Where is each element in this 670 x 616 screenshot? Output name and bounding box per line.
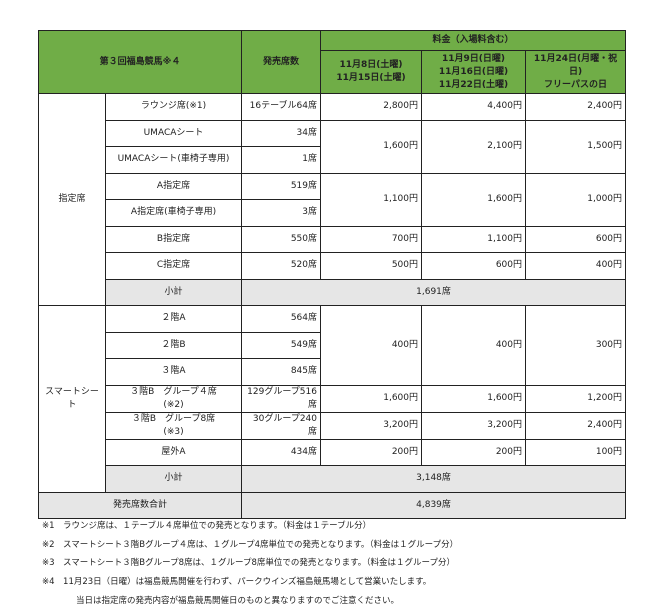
price: 700円: [320, 225, 422, 253]
price: 100円: [524, 438, 627, 466]
price: 400円: [421, 305, 526, 386]
seat-count: 129グループ516席: [241, 384, 321, 413]
total-row: 発売席数合計 4,839席: [38, 491, 627, 519]
price: 400円: [320, 305, 422, 386]
subtotal-value: 3,148席: [240, 465, 627, 493]
price: 1,600円: [320, 384, 422, 413]
price: 1,100円: [320, 172, 422, 227]
price: 4,400円: [421, 93, 526, 121]
seat-count: 3席: [241, 199, 321, 227]
footnotes: ※1 ラウンジ席は、１テーブル４席単位での発売となります。（料金は１テーブル分）…: [42, 517, 458, 611]
seat-count: 16テーブル64席: [241, 93, 321, 121]
price: 2,400円: [524, 411, 627, 440]
footnote: ※4 11月23日（日曜）は福島競馬開催を行わず、パークウインズ福島競馬場として…: [42, 577, 432, 588]
table-row: 屋外A 434席 200円 200円 100円: [39, 438, 627, 466]
price: 1,500円: [524, 119, 627, 174]
price: 1,600円: [421, 172, 526, 227]
footnote: ※1 ラウンジ席は、１テーブル４席単位での発売となります。（料金は１テーブル分）: [42, 521, 372, 531]
group-smart: スマートシート: [38, 305, 106, 493]
price: 600円: [524, 225, 627, 253]
seat-count: 520席: [241, 252, 321, 280]
subtotal-label: 小計: [105, 465, 242, 493]
seat-name: ２階A: [105, 305, 242, 333]
subtotal-row: 小計 3,148席: [39, 465, 627, 493]
seat-count: 34席: [241, 119, 321, 147]
price: 300円: [524, 305, 627, 386]
table-row: ３階B グループ8席 (※3) 30グループ240席 3,200円 3,200円 2,4…: [39, 411, 627, 440]
price: 600円: [421, 252, 526, 280]
price: 500円: [320, 252, 422, 280]
seat-count: 519席: [241, 172, 321, 200]
seat-name: A指定席(車椅子専用): [105, 199, 242, 227]
price: 1,000円: [524, 172, 627, 227]
seat-price-table: 第３回福島競馬※４ 発売席数 料金（入場料含む） 11月8日(土曜) 11月15日…: [38, 30, 627, 519]
table-row: UMACAシート 34席 1,600円 2,100円 1,500円: [39, 119, 627, 174]
header-title: 第３回福島競馬※４: [38, 30, 242, 94]
subtotal-value: 1,691席: [240, 278, 627, 306]
seat-name: ３階B グループ４席 (※2): [105, 384, 242, 413]
seat-name: ３階B グループ8席 (※3): [105, 411, 242, 440]
table-row: 指定席 ラウンジ席(※1) 16テーブル64席 2,800円 4,400円 2,400…: [38, 93, 627, 306]
table-row: B指定席 550席 700円 1,100円 600円: [39, 225, 627, 253]
seat-count: 845席: [241, 358, 321, 386]
footnote: 当日は指定席の発売内容が福島競馬開催日のものと異なりますのでご注意ください。: [76, 595, 400, 606]
seat-name: 屋外A: [105, 438, 242, 466]
header-date-2: 11月9日(日曜) 11月16日(日曜) 11月22日(土曜): [421, 50, 526, 94]
footnote: ※3 スマートシート３階Bグループ8席は、１グループ8席単位での発売となります。…: [42, 558, 456, 569]
seat-name: A指定席: [105, 172, 242, 200]
header-date-3: 11月24日(月曜・祝日) フリーパスの日: [524, 50, 627, 94]
subtotal-row: 小計 1,691席: [39, 278, 627, 306]
price: 400円: [524, 252, 627, 280]
header-row: 第３回福島競馬※４ 発売席数 料金（入場料含む）: [38, 30, 627, 94]
total-label: 発売席数合計: [38, 491, 242, 519]
seat-count: 550席: [241, 225, 321, 253]
seat-count: 549席: [241, 331, 321, 359]
price: 2,100円: [421, 119, 526, 174]
header-seats: 発売席数: [241, 30, 321, 94]
price: 200円: [320, 438, 422, 466]
seat-count: 1席: [241, 146, 321, 174]
total-value: 4,839席: [240, 491, 627, 519]
seat-name: ラウンジ席(※1): [105, 93, 242, 121]
seat-count: 434席: [241, 438, 321, 466]
seat-name: UMACAシート: [105, 119, 242, 147]
seat-name: C指定席: [105, 252, 242, 280]
footnote: ※2 スマートシート３階Bグループ４席は、１グループ4席単位での発売となります。…: [42, 539, 459, 550]
table-row: A指定席 519席 1,100円 1,600円 1,000円: [39, 172, 627, 227]
subtotal-label: 小計: [105, 278, 242, 306]
price: 1,600円: [421, 384, 526, 413]
seat-count: 564席: [241, 305, 321, 333]
header-price: 料金（入場料含む）: [319, 30, 627, 51]
table-row: ３階B グループ４席 (※2) 129グループ516席 1,600円 1,600円 1,…: [39, 384, 627, 413]
price: 1,200円: [524, 384, 627, 413]
header-date-1: 11月8日(土曜) 11月15日(土曜): [320, 50, 422, 94]
price: 2,400円: [524, 93, 627, 121]
seat-name: ２階B: [105, 331, 242, 359]
price: 200円: [421, 438, 526, 466]
seat-name: UMACAシート(車椅子専用): [105, 146, 242, 174]
price: 1,600円: [320, 119, 422, 174]
table-row: UMACAシート(車椅子専用) 1席: [39, 146, 626, 174]
table-row: ２階B 549席: [39, 331, 626, 359]
price: 2,800円: [320, 93, 422, 121]
seat-count: 30グループ240席: [241, 411, 321, 440]
price: 3,200円: [320, 411, 422, 440]
price: 3,200円: [421, 411, 526, 440]
table-row: A指定席(車椅子専用) 3席: [39, 199, 626, 227]
table-row: C指定席 520席 500円 600円 400円: [39, 252, 627, 280]
group-reserved: 指定席: [38, 93, 106, 306]
price: 1,100円: [421, 225, 526, 253]
table-row: スマートシート ２階A 564席 400円 400円 300円: [38, 305, 627, 493]
seat-name: B指定席: [105, 225, 242, 253]
seat-name: ３階A: [105, 358, 242, 386]
